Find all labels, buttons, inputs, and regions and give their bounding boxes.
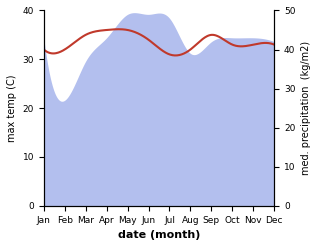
X-axis label: date (month): date (month): [118, 230, 200, 240]
Y-axis label: med. precipitation  (kg/m2): med. precipitation (kg/m2): [301, 41, 311, 175]
Y-axis label: max temp (C): max temp (C): [7, 74, 17, 142]
